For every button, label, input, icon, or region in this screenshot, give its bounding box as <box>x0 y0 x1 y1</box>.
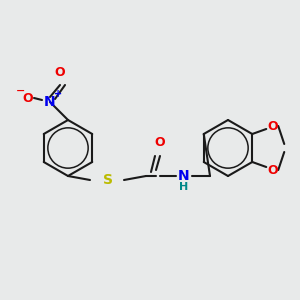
Text: O: O <box>155 136 165 149</box>
Text: O: O <box>55 67 65 80</box>
Text: N: N <box>44 95 56 109</box>
Text: O: O <box>267 164 278 176</box>
Text: H: H <box>179 182 189 192</box>
Text: O: O <box>23 92 33 104</box>
Text: N: N <box>178 169 190 183</box>
Text: +: + <box>54 89 62 99</box>
Text: −: − <box>16 86 26 96</box>
Text: O: O <box>267 119 278 133</box>
Text: S: S <box>103 173 113 187</box>
